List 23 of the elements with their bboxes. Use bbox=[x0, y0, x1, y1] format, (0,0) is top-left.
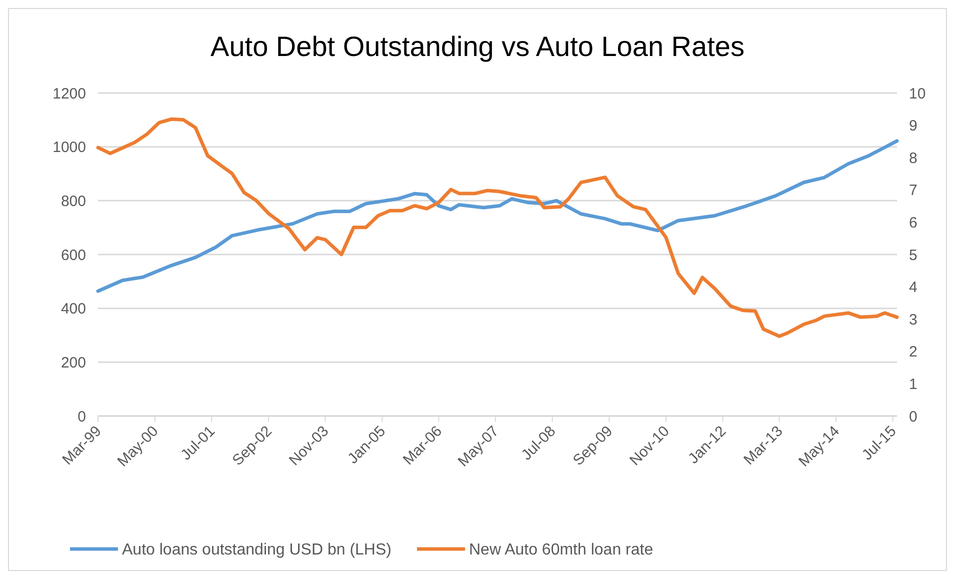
y2-tick-label: 1 bbox=[909, 376, 918, 393]
line-series bbox=[96, 117, 899, 338]
y2-tick-label: 8 bbox=[909, 150, 918, 167]
y-tick-label: 800 bbox=[60, 192, 86, 210]
y-tick-label: 0 bbox=[78, 408, 86, 426]
y2-tick-label: 0 bbox=[909, 408, 918, 426]
y2-tick-label: 6 bbox=[909, 214, 918, 232]
y2-tick-label: 4 bbox=[909, 279, 918, 296]
y-tick-label: 600 bbox=[60, 246, 86, 264]
line-series bbox=[96, 139, 899, 293]
y2-tick-label: 7 bbox=[909, 182, 918, 200]
y-tick-label: 1200 bbox=[52, 85, 86, 102]
legend-label: New Auto 60mth loan rate bbox=[469, 542, 654, 559]
chart-title: Auto Debt Outstanding vs Auto Loan Rates bbox=[210, 31, 744, 62]
y2-tick-label: 2 bbox=[909, 344, 918, 361]
legend-label: Auto loans outstanding USD bn (LHS) bbox=[122, 542, 392, 559]
y2-tick-label: 10 bbox=[909, 85, 926, 102]
y-tick-label: 200 bbox=[60, 354, 86, 372]
y2-tick-label: 5 bbox=[909, 246, 918, 264]
y2-tick-label: 3 bbox=[909, 311, 918, 328]
y-tick-label: 1000 bbox=[52, 139, 86, 156]
y2-tick-label: 9 bbox=[909, 118, 918, 135]
y-tick-label: 400 bbox=[60, 300, 86, 318]
